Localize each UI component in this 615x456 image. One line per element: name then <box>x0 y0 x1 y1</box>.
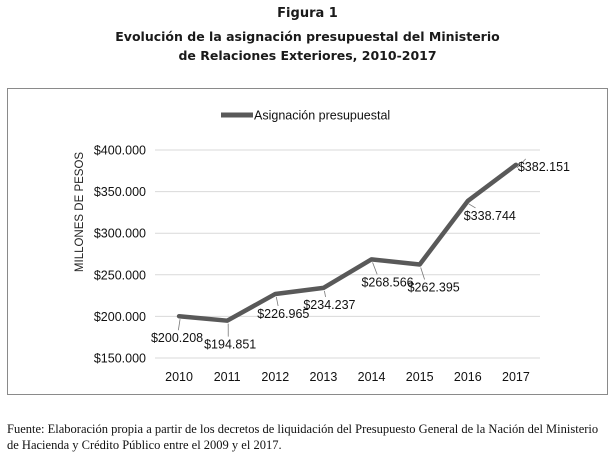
x-tick-label: 2012 <box>261 370 289 384</box>
grid-lines <box>155 149 540 359</box>
data-label-leader <box>177 319 181 331</box>
x-tick-label: 2013 <box>310 370 338 384</box>
data-label-leader <box>468 203 476 209</box>
data-label: $262.395 <box>408 280 460 294</box>
x-tick-label: 2017 <box>502 370 530 384</box>
source-note: Fuente: Elaboración propia a partir de l… <box>7 422 599 452</box>
data-label: $194.851 <box>204 338 256 352</box>
y-tick-label: $400.000 <box>94 144 146 158</box>
legend-label: Asignación presupuestal <box>254 109 390 123</box>
data-label: $338.744 <box>464 209 516 223</box>
data-label-leader <box>372 262 378 275</box>
legend: Asignación presupuestal <box>221 109 390 123</box>
figure-title-line-2: de Relaciones Exteriores, 2010-2017 <box>178 48 437 63</box>
y-tick-label: $150.000 <box>94 352 146 366</box>
data-label: $234.237 <box>303 298 355 312</box>
series-line-group <box>176 162 519 323</box>
data-label-leader <box>516 158 527 169</box>
figure-title-line-1: Evolución de la asignación presupuestal … <box>115 29 500 44</box>
figure-label: Figura 1 <box>277 6 338 21</box>
figure-title: Evolución de la asignación presupuestal … <box>0 27 615 65</box>
data-label: $268.566 <box>361 275 413 289</box>
y-tick-label: $300.000 <box>94 227 146 241</box>
data-label-leader <box>324 290 326 297</box>
y-tick-label: $250.000 <box>94 268 146 282</box>
x-tick-label: 2014 <box>358 370 386 384</box>
x-axis-ticks: 2010 2011 2012 2013 2014 2015 2016 2017 <box>165 370 530 384</box>
data-label-leader <box>275 296 279 307</box>
y-axis-label: MILLONES DE PESOS <box>74 152 86 272</box>
y-tick-label: $350.000 <box>94 185 146 199</box>
x-tick-label: 2011 <box>214 370 241 384</box>
series-line <box>176 162 519 323</box>
x-tick-label: 2010 <box>165 370 193 384</box>
chart-frame <box>7 88 608 395</box>
y-axis-ticks: $150.000 $200.000 $250.000 $300.000 $350.000… <box>94 144 146 366</box>
x-tick-label: 2015 <box>406 370 434 384</box>
data-labels: $200.208 $194.851 $226.965$234.237 $268.566… <box>151 158 570 352</box>
data-label: $382.151 <box>518 160 570 174</box>
x-tick-label: 2016 <box>454 370 482 384</box>
data-label: $226.965 <box>257 307 309 321</box>
data-label-leader <box>420 267 425 280</box>
data-label: $200.208 <box>151 331 203 345</box>
y-tick-label: $200.000 <box>94 310 146 324</box>
